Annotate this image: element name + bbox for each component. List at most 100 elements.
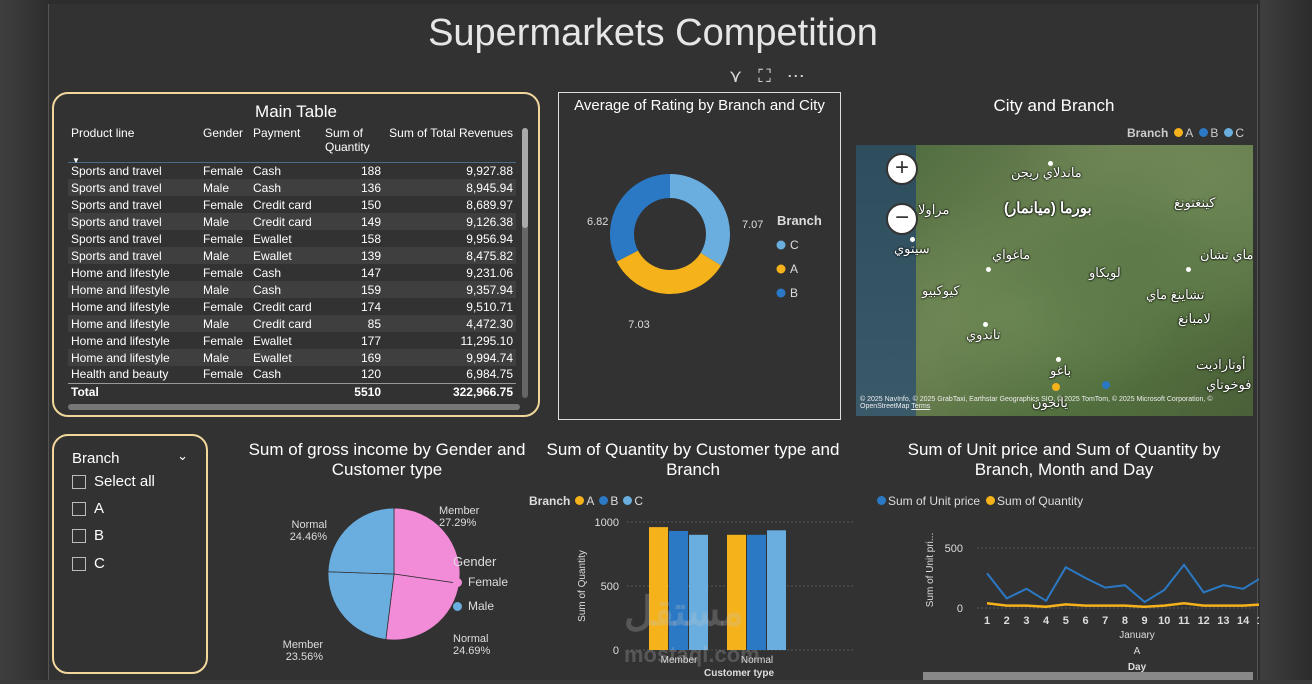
- table-cell: 8,475.82: [384, 247, 516, 264]
- table-row[interactable]: Sports and travel Female Cash 188 9,927.88: [68, 162, 516, 179]
- table-total-row: Total 5510 322,966.75: [68, 382, 516, 399]
- quantity-bar-visual[interactable]: Sum of Quantity by Customer type and Bra…: [525, 440, 861, 680]
- table-cell: Home and lifestyle: [68, 349, 200, 366]
- pie-legend-male: Male: [453, 599, 508, 613]
- right-margin: [1260, 0, 1312, 680]
- table-cell: 150: [360, 197, 381, 212]
- checkbox[interactable]: [72, 501, 86, 516]
- pie-label-pct: 27.29%: [439, 517, 477, 529]
- more-options-icon[interactable]: ⋯: [786, 66, 805, 86]
- line-horizontal-scrollbar[interactable]: [923, 672, 1253, 680]
- table-row[interactable]: Home and lifestyle Male Cash 159 9,357.94: [68, 281, 516, 298]
- map-canvas[interactable]: + − ماندلاي ريجن بورما (ميانمار) كينغتون…: [856, 145, 1253, 416]
- city-branch-map-visual[interactable]: City and Branch Branch A B C + − ماندلاي…: [854, 92, 1254, 420]
- checkbox[interactable]: [72, 556, 86, 571]
- bar-c-member: [689, 534, 708, 650]
- pie-legend-title: Gender: [453, 554, 497, 569]
- table-cell: 9,994.74: [384, 349, 516, 366]
- main-table-visual[interactable]: Main Table Product line Gender Payment Sum …: [52, 92, 540, 417]
- table-row[interactable]: Home and lifestyle Male Ewallet 169 9,994.74: [68, 349, 516, 366]
- table-cell: Male: [200, 349, 250, 366]
- filter-icon[interactable]: ⋎: [729, 66, 743, 86]
- checkbox[interactable]: [72, 474, 86, 489]
- map-terms-link[interactable]: Terms: [911, 403, 931, 410]
- branch-slicer[interactable]: Branch ⌄ Select all A B C: [52, 434, 208, 674]
- slicer-item-b[interactable]: B: [72, 527, 104, 544]
- pie-label-name: Normal: [453, 633, 488, 645]
- x-tick-label: 7: [1102, 615, 1108, 627]
- slicer-item-c[interactable]: C: [72, 555, 105, 572]
- table-cell: Male: [200, 179, 250, 196]
- table-row[interactable]: Sports and travel Female Credit card 150 8,6…: [68, 196, 516, 213]
- table-cell: 188: [360, 163, 381, 178]
- pie-slice: [385, 573, 460, 641]
- sort-descending-icon[interactable]: ▼: [72, 156, 80, 165]
- vertical-scrollbar[interactable]: [522, 128, 528, 398]
- map-city-label: سيتوي: [894, 241, 930, 256]
- map-legend-b: B: [1199, 126, 1218, 140]
- total-cell: 322,966.75: [384, 382, 516, 399]
- table-row[interactable]: Home and lifestyle Female Cash 147 9,231.06: [68, 264, 516, 281]
- zoom-out-button[interactable]: −: [886, 203, 918, 235]
- horizontal-scrollbar[interactable]: [68, 404, 520, 410]
- x-tick-label: 10: [1158, 615, 1170, 627]
- table-row[interactable]: Sports and travel Female Ewallet 158 9,956.9…: [68, 230, 516, 247]
- left-margin: [0, 0, 52, 680]
- y-tick-label: 0: [613, 645, 619, 657]
- table-cell: 136: [322, 179, 384, 196]
- x-tick-label: 9: [1142, 615, 1148, 627]
- slicer-title: Branch: [72, 450, 120, 467]
- y-tick-label: 500: [945, 543, 963, 555]
- x-tick-label: 1: [984, 615, 990, 627]
- x-tick-label: Member: [661, 655, 698, 666]
- table-row[interactable]: Health and beauty Female Cash 120 6,984.75: [68, 366, 516, 383]
- slicer-item-select-all[interactable]: Select all: [72, 473, 155, 490]
- pie-label-pct: 24.46%: [290, 531, 328, 543]
- watermark-text: mostaql.com: [624, 642, 760, 667]
- donut-legend-label: B: [790, 286, 798, 300]
- donut-slice-b: [610, 174, 670, 262]
- column-header[interactable]: Gender: [200, 124, 250, 163]
- table-cell: Male: [200, 247, 250, 264]
- table-cell: Credit card: [250, 315, 322, 332]
- table-row[interactable]: Home and lifestyle Female Credit card 174 9,…: [68, 298, 516, 315]
- checkbox[interactable]: [72, 528, 86, 543]
- unit-price-line-visual[interactable]: Sum of Unit price and Sum of Quantity by…: [869, 440, 1259, 680]
- focus-mode-icon[interactable]: ⛶: [758, 66, 771, 86]
- map-city-label: باغو: [1050, 363, 1072, 378]
- table-cell: 8,689.97: [466, 197, 513, 212]
- x-tick-label: 12: [1198, 615, 1210, 627]
- column-header[interactable]: Sum of Total Revenues: [384, 124, 516, 163]
- column-header[interactable]: Product line: [68, 124, 200, 163]
- map-city-label: فوخوتاي: [1206, 377, 1252, 392]
- table-row[interactable]: Home and lifestyle Male Credit card 85 4,472…: [68, 315, 516, 332]
- table-cell: Home and lifestyle: [71, 299, 170, 314]
- map-city-label: مراولا: [918, 202, 950, 217]
- gross-income-pie-visual[interactable]: Sum of gross income by Gender and Custom…: [231, 440, 543, 680]
- x-tick-label: 5: [1063, 615, 1069, 627]
- slicer-item-a[interactable]: A: [72, 500, 104, 517]
- column-header[interactable]: Payment: [250, 124, 322, 163]
- bar-a-member: [649, 527, 668, 650]
- donut-title: Average of Rating by Branch and City: [574, 97, 825, 114]
- page-title: Supermarkets Competition: [428, 12, 878, 54]
- donut-data-label: 7.07: [742, 219, 763, 231]
- map-attribution: © 2025 NavInfo, © 2025 GrabTaxi, Earthst…: [860, 396, 1213, 410]
- y-axis-title: Sum of Unit pri...: [925, 533, 936, 607]
- rating-donut-visual[interactable]: Average of Rating by Branch and City 7.0…: [558, 92, 841, 420]
- table-row[interactable]: Home and lifestyle Female Ewallet 177 11,295…: [68, 332, 516, 349]
- x-tick-label: 2: [1004, 615, 1010, 627]
- zoom-in-button[interactable]: +: [886, 153, 918, 185]
- pie-title: Sum of gross income by Gender and Custom…: [248, 440, 526, 479]
- table-row[interactable]: Sports and travel Male Ewallet 139 8,475.82: [68, 247, 516, 264]
- map-city-label: ماي تشان: [1200, 247, 1253, 262]
- chevron-down-icon[interactable]: ⌄: [177, 448, 188, 463]
- table-cell: Ewallet: [250, 349, 322, 366]
- table-row[interactable]: Sports and travel Male Cash 136 8,945.94: [68, 179, 516, 196]
- table-row[interactable]: Sports and travel Male Credit card 149 9,126…: [68, 213, 516, 230]
- column-header[interactable]: Sum of Quantity: [322, 124, 384, 163]
- pie-label-pct: 23.56%: [286, 651, 324, 663]
- table-cell: 149: [322, 213, 384, 230]
